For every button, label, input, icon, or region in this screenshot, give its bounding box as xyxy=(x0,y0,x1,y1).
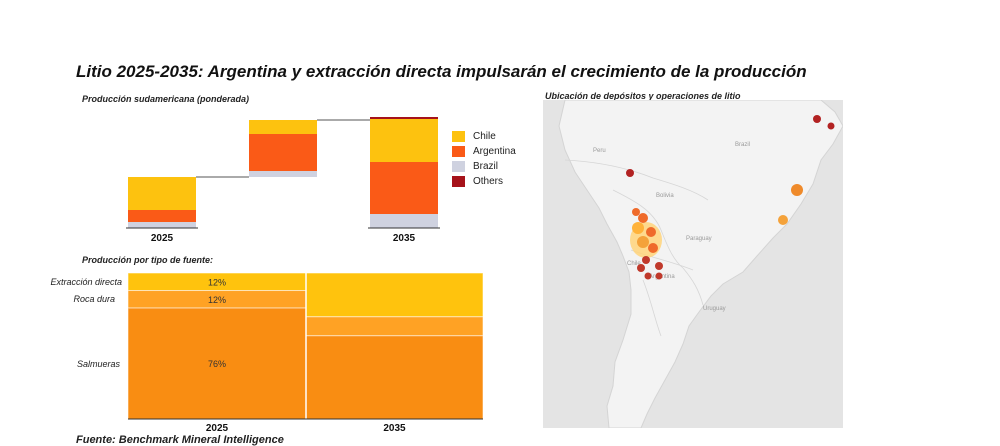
legend-item-argentina: Argentina xyxy=(452,144,516,159)
deposit-marker xyxy=(648,243,658,253)
mekko-chart: 12% 12% 76% 2025 2035 xyxy=(127,272,484,434)
mekko-tick-2035: 2035 xyxy=(383,423,406,434)
legend-item-others: Others xyxy=(452,174,516,189)
legend-item-brazil: Brazil xyxy=(452,159,516,174)
waterfall-segment-brazil xyxy=(249,171,317,177)
mekko-segment-2 xyxy=(305,335,484,420)
map-label-bolivia: Bolivia xyxy=(656,193,674,199)
legend-label-others: Others xyxy=(473,176,504,187)
waterfall-tick-2025: 2025 xyxy=(151,233,174,244)
deposit-marker xyxy=(778,215,788,225)
lithium-map: Brazil Peru Bolivia Paraguay Chile Argen… xyxy=(543,100,843,428)
waterfall-segment-chile xyxy=(249,120,317,134)
mekko-segment-2 xyxy=(127,307,307,420)
map-label-uruguay: Uruguay xyxy=(703,306,726,312)
deposit-marker xyxy=(626,169,634,177)
source-footer: Fuente: Benchmark Mineral Intelligence xyxy=(76,434,284,446)
mekko-data-label: 76% xyxy=(208,359,226,369)
waterfall-segment-brazil xyxy=(128,222,196,228)
deposit-marker xyxy=(632,222,644,234)
legend-label-chile: Chile xyxy=(473,131,496,142)
map-label-paraguay: Paraguay xyxy=(686,236,712,242)
row-label-roca: Roca dura xyxy=(73,294,115,304)
chart-title: Litio 2025-2035: Argentina y extracción … xyxy=(76,62,807,81)
map-subtitle: Ubicación de depósitos y operaciones de … xyxy=(545,91,741,101)
deposit-marker xyxy=(637,236,649,248)
legend-swatch-brazil xyxy=(452,161,465,172)
legend-swatch-others xyxy=(452,176,465,187)
deposit-marker xyxy=(813,115,821,123)
map-label-peru: Peru xyxy=(593,148,606,154)
mekko-segment-1 xyxy=(305,316,484,337)
legend-item-chile: Chile xyxy=(452,129,516,144)
legend-swatch-argentina xyxy=(452,146,465,157)
waterfall-segment-brazil xyxy=(370,214,438,228)
map-label-brazil: Brazil xyxy=(735,142,750,148)
deposit-marker xyxy=(632,208,640,216)
deposit-marker xyxy=(791,184,803,196)
waterfall-segment-chile xyxy=(128,177,196,210)
legend-label-argentina: Argentina xyxy=(473,146,516,157)
row-label-salmueras: Salmueras xyxy=(76,359,120,369)
mekko-tick-2025: 2025 xyxy=(206,423,229,434)
waterfall-segment-others xyxy=(370,117,438,119)
deposit-marker xyxy=(646,227,656,237)
map-label-chile: Chile xyxy=(627,261,641,267)
deposit-marker xyxy=(642,256,650,264)
deposit-marker xyxy=(638,213,648,223)
waterfall-tick-2035: 2035 xyxy=(393,233,416,244)
legend: Chile Argentina Brazil Others xyxy=(452,129,516,189)
waterfall-segment-argentina xyxy=(128,210,196,222)
deposit-marker xyxy=(637,264,645,272)
deposit-marker xyxy=(655,262,663,270)
deposit-marker xyxy=(655,272,663,280)
legend-label-brazil: Brazil xyxy=(473,161,499,172)
waterfall-segment-argentina xyxy=(370,162,438,214)
deposit-marker xyxy=(827,122,835,130)
row-label-extraccion: Extracción directa xyxy=(50,277,122,287)
map-land xyxy=(558,100,843,428)
deposit-marker xyxy=(644,272,652,280)
mekko-subtitle: Producción por tipo de fuente: xyxy=(82,255,213,265)
mekko-data-label: 12% xyxy=(208,277,226,287)
map-deposits xyxy=(626,115,835,280)
mekko-segment-0 xyxy=(305,272,484,318)
mekko-data-label: 12% xyxy=(208,295,226,305)
waterfall-segment-chile xyxy=(370,119,438,162)
waterfall-chart: 2025 2035 xyxy=(126,117,440,244)
legend-swatch-chile xyxy=(452,131,465,142)
waterfall-subtitle: Producción sudamericana (ponderada) xyxy=(82,94,250,104)
waterfall-segment-argentina xyxy=(249,134,317,171)
